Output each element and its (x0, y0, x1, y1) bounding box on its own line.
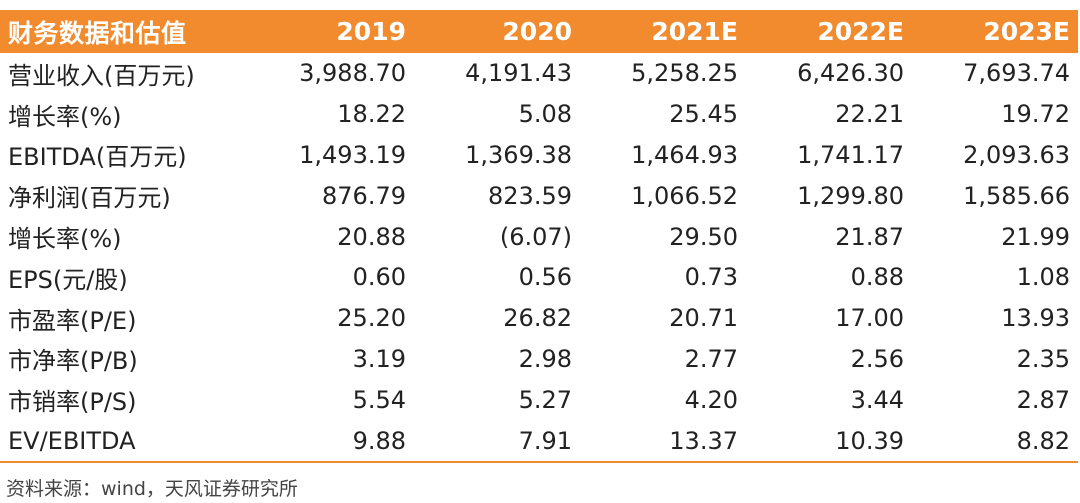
header-cell-year: 2021E (580, 10, 746, 53)
header-cell-year: 2019 (248, 10, 414, 53)
table-cell: 6,426.30 (797, 59, 904, 88)
table-cell: 5.27 (518, 385, 572, 414)
table-cell: (6.07) (499, 222, 572, 251)
table-cell: 1,066.52 (631, 181, 738, 210)
table-cell: 823.59 (488, 181, 572, 210)
table-row: EPS(元/股) 0.60 0.56 0.73 0.88 1.08 (0, 257, 1078, 298)
table-cell: 29.50 (669, 222, 738, 251)
table-cell: 10.39 (746, 420, 912, 463)
table-cell: 5,258.25 (631, 59, 738, 88)
table-cell: 1,585.66 (963, 181, 1070, 210)
row-label: 营业收入(百万元) (8, 61, 195, 90)
source-note: 资料来源：wind，天风证券研究所 (6, 478, 298, 500)
row-label: 市净率(P/B) (8, 347, 138, 376)
header-cell-year: 2022E (746, 10, 912, 53)
table-cell: 25.45 (669, 100, 738, 129)
row-label: 增长率(%) (8, 225, 122, 254)
table-cell: 1.08 (1016, 263, 1070, 292)
row-label: 增长率(%) (8, 102, 122, 131)
table-row: 增长率(%) 18.22 5.08 25.45 22.21 19.72 (0, 94, 1078, 135)
table-row: 市净率(P/B) 3.19 2.98 2.77 2.56 2.35 (0, 339, 1078, 380)
row-label: 市销率(P/S) (8, 388, 137, 417)
table-row: 市盈率(P/E) 25.20 26.82 20.71 17.00 13.93 (0, 298, 1078, 339)
table-cell: 19.72 (1001, 100, 1070, 129)
header-cell-title: 财务数据和估值 (0, 10, 248, 53)
table-cell: 2.77 (684, 344, 738, 373)
table-cell: 2.35 (1016, 344, 1070, 373)
row-label: EPS(元/股) (8, 265, 128, 294)
table-cell: 2.87 (1016, 385, 1070, 414)
table-cell: 1,741.17 (797, 140, 904, 169)
header-cell-year: 2023E (912, 10, 1078, 53)
table-cell: 876.79 (322, 181, 406, 210)
table-cell: 26.82 (503, 304, 572, 333)
table-cell: 13.93 (1001, 304, 1070, 333)
table-cell: 21.87 (835, 222, 904, 251)
table-cell: 1,299.80 (797, 181, 904, 210)
table-row: 营业收入(百万元) 3,988.70 4,191.43 5,258.25 6,4… (0, 53, 1078, 94)
table-cell: 0.88 (850, 263, 904, 292)
table-cell: 5.54 (352, 385, 406, 414)
table-row: 净利润(百万元) 876.79 823.59 1,066.52 1,299.80… (0, 175, 1078, 216)
table-cell: 18.22 (337, 100, 406, 129)
row-label: EBITDA(百万元) (8, 143, 187, 172)
table-row: 市销率(P/S) 5.54 5.27 4.20 3.44 2.87 (0, 379, 1078, 420)
table-cell: 5.08 (518, 100, 572, 129)
table-cell: 4.20 (684, 385, 738, 414)
table-cell: 2.56 (850, 344, 904, 373)
table-cell: 20.71 (669, 304, 738, 333)
table-cell: 4,191.43 (465, 59, 572, 88)
table-cell: 22.21 (835, 100, 904, 129)
table-cell: 3.19 (352, 344, 406, 373)
table-cell: 7.91 (414, 420, 580, 463)
table-cell: 1,464.93 (631, 140, 738, 169)
table-cell: 1,493.19 (299, 140, 406, 169)
table-cell: 1,369.38 (465, 140, 572, 169)
table-header-row: 财务数据和估值 2019 2020 2021E 2022E 2023E (0, 10, 1078, 53)
table-row: EV/EBITDA 9.88 7.91 13.37 10.39 8.82 (0, 420, 1078, 463)
table-cell: 0.73 (684, 263, 738, 292)
table-cell: 9.88 (248, 420, 414, 463)
table-cell: 2,093.63 (963, 140, 1070, 169)
row-label: 市盈率(P/E) (8, 306, 137, 335)
table-cell: 7,693.74 (963, 59, 1070, 88)
table-cell: 25.20 (337, 304, 406, 333)
table-cell: 0.60 (352, 263, 406, 292)
row-label: EV/EBITDA (0, 420, 248, 463)
table-cell: 21.99 (1001, 222, 1070, 251)
row-label: 净利润(百万元) (8, 184, 171, 213)
table-cell: 2.98 (518, 344, 572, 373)
table-cell: 13.37 (580, 420, 746, 463)
table-cell: 3,988.70 (299, 59, 406, 88)
table-cell: 3.44 (850, 385, 904, 414)
table-cell: 17.00 (835, 304, 904, 333)
table-row: EBITDA(百万元) 1,493.19 1,369.38 1,464.93 1… (0, 135, 1078, 176)
table-cell: 20.88 (337, 222, 406, 251)
financial-data-table: 财务数据和估值 2019 2020 2021E 2022E 2023E 营业收入… (0, 10, 1078, 463)
table-cell: 0.56 (518, 263, 572, 292)
table-row: 增长率(%) 20.88 (6.07) 29.50 21.87 21.99 (0, 216, 1078, 257)
table-cell: 8.82 (912, 420, 1078, 463)
header-cell-year: 2020 (414, 10, 580, 53)
